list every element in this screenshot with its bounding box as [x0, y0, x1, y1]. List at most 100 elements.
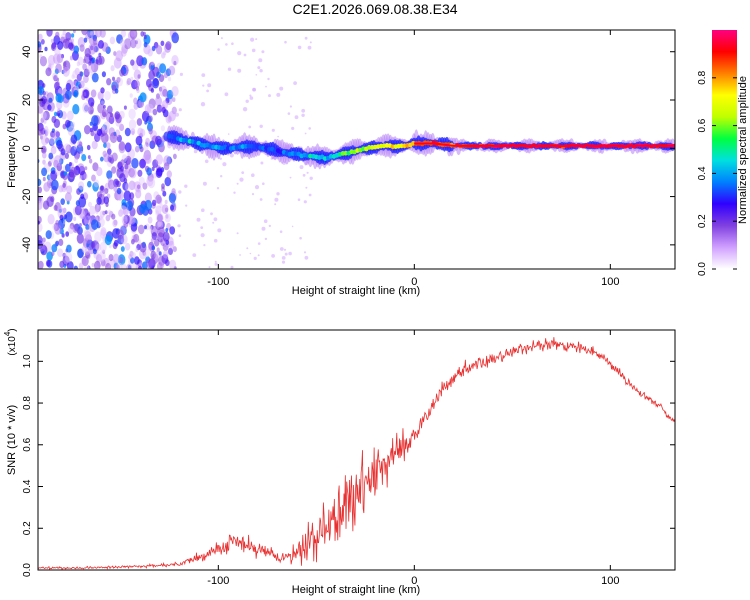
noise-blob	[38, 33, 43, 41]
noise-blob	[71, 74, 75, 80]
noise-blob	[91, 72, 99, 83]
noise-blob	[135, 247, 139, 253]
noise-speck	[281, 256, 286, 260]
noise-blob	[92, 38, 98, 46]
x-tick-label: 0	[411, 276, 417, 288]
noise-blob	[165, 228, 169, 233]
colorbar-gradient	[712, 30, 737, 269]
noise-blob	[38, 178, 42, 187]
noise-blob	[137, 127, 144, 137]
noise-blob	[124, 242, 131, 251]
noise-blob	[155, 205, 162, 215]
noise-speck	[259, 69, 263, 73]
noise-blob	[164, 207, 169, 213]
noise-blob	[38, 186, 43, 194]
noise-blob	[158, 74, 165, 83]
noise-speck	[220, 175, 223, 178]
noise-speck	[217, 48, 220, 51]
noise-blob	[76, 61, 81, 67]
noise-blob	[144, 225, 147, 230]
noise-blob	[147, 48, 153, 57]
noise-blob	[113, 239, 119, 247]
noise-blob	[152, 159, 159, 168]
noise-blob	[107, 154, 114, 164]
noise-blob	[106, 170, 113, 180]
noise-blob	[92, 162, 99, 172]
noise-blob	[101, 100, 105, 106]
noise-blob	[136, 118, 143, 126]
noise-blob	[84, 251, 90, 259]
noise-blob	[125, 155, 132, 165]
noise-blob	[117, 229, 124, 240]
noise-blob	[59, 208, 62, 213]
noise-blob	[120, 246, 125, 252]
noise-blob	[156, 104, 163, 113]
noise-blob	[63, 220, 66, 225]
noise-blob	[169, 259, 177, 269]
noise-blob	[148, 128, 153, 135]
noise-blob	[119, 256, 124, 264]
noise-speck	[236, 232, 239, 235]
noise-speck	[291, 225, 294, 228]
page-title: C2E1.2026.069.08.38.E34	[292, 1, 458, 17]
noise-blob	[65, 119, 71, 128]
x-tick-label: 100	[601, 575, 619, 587]
noise-speck	[283, 248, 287, 251]
noise-blob	[123, 105, 127, 110]
noise-blob	[38, 222, 43, 233]
y-tick-label: 0.4	[22, 479, 33, 493]
noise-blob	[112, 253, 120, 264]
noise-blob	[62, 207, 67, 214]
noise-speck	[237, 51, 242, 56]
noise-blob	[80, 193, 85, 200]
y-tick-label: 40	[21, 46, 33, 58]
noise-speck	[289, 105, 292, 108]
noise-blob	[56, 139, 63, 150]
noise-speck	[301, 108, 306, 113]
noise-blob	[128, 119, 137, 130]
noise-blob	[146, 78, 152, 88]
noise-speck	[257, 66, 261, 70]
noise-blob	[152, 66, 160, 77]
noise-blob	[165, 214, 169, 219]
noise-blob	[40, 135, 43, 140]
noise-blob	[135, 135, 143, 146]
noise-blob	[40, 145, 47, 154]
noise-speck	[279, 86, 284, 91]
noise-blob	[147, 216, 153, 224]
noise-blob	[59, 214, 64, 221]
noise-blob	[42, 83, 46, 88]
noise-blob	[125, 182, 131, 192]
noise-speck	[276, 92, 281, 97]
noise-blob	[47, 104, 52, 111]
noise-blob	[99, 241, 107, 252]
noise-blob	[88, 97, 95, 107]
noise-blob	[47, 214, 55, 225]
noise-blob	[159, 63, 167, 74]
noise-blob	[112, 76, 115, 82]
noise-blob	[155, 96, 162, 107]
noise-blob	[111, 166, 117, 174]
noise-blob	[147, 177, 156, 189]
noise-blob	[120, 30, 127, 38]
y-tick-label: 0.6	[22, 437, 33, 451]
noise-blob	[143, 41, 148, 48]
noise-blob	[45, 128, 50, 135]
noise-speck	[224, 92, 229, 97]
noise-speck	[178, 190, 182, 194]
noise-blob	[116, 34, 123, 44]
noise-speck	[220, 37, 223, 40]
noise-blob	[83, 173, 88, 180]
noise-blob	[109, 112, 113, 118]
noise-blob	[54, 155, 62, 167]
noise-blob	[84, 247, 91, 255]
noise-blob	[134, 80, 140, 88]
noise-blob	[106, 142, 111, 149]
noise-speck	[277, 135, 279, 138]
noise-blob	[77, 248, 84, 259]
noise-speck	[236, 182, 239, 185]
noise-blob	[50, 170, 58, 181]
noise-blob	[46, 30, 53, 37]
noise-blob	[74, 157, 79, 164]
noise-blob	[146, 167, 152, 176]
